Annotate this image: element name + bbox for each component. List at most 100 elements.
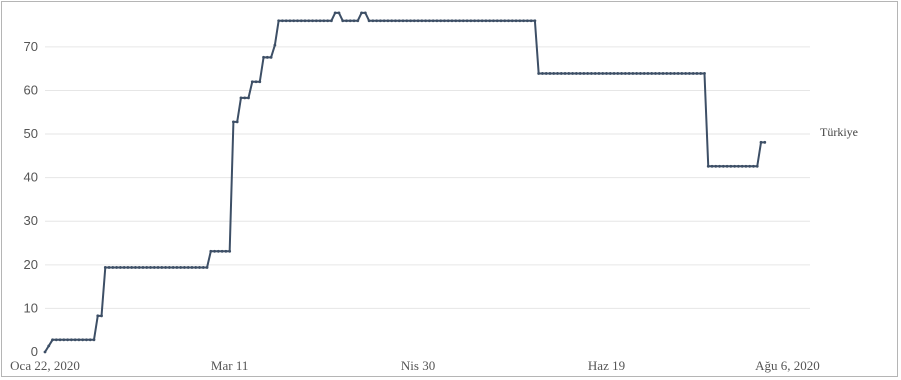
data-point <box>759 140 763 144</box>
y-tick-label-60: 60 <box>24 82 38 97</box>
data-point <box>371 19 375 23</box>
data-point <box>718 164 721 168</box>
data-point <box>333 11 337 15</box>
data-point <box>763 140 767 144</box>
data-point <box>220 249 224 253</box>
data-point <box>458 19 461 23</box>
data-point <box>382 19 386 23</box>
data-point <box>122 266 126 269</box>
data-point <box>54 338 58 342</box>
data-point <box>563 72 567 75</box>
data-point <box>232 120 235 124</box>
data-point <box>235 120 239 124</box>
data-point <box>160 266 164 269</box>
data-point <box>559 72 563 75</box>
data-point <box>397 19 401 23</box>
data-point <box>699 72 703 75</box>
data-point <box>134 266 137 269</box>
data-point <box>130 266 134 269</box>
data-point <box>631 72 635 75</box>
data-point <box>107 266 111 269</box>
data-point <box>590 72 593 75</box>
data-point <box>216 249 220 253</box>
data-point <box>435 19 439 23</box>
data-point <box>431 19 435 23</box>
data-point <box>484 19 488 23</box>
data-point <box>567 72 571 75</box>
data-point <box>88 338 92 342</box>
data-point <box>537 72 541 75</box>
data-point <box>201 266 205 269</box>
data-point <box>650 72 654 75</box>
data-point <box>533 19 537 23</box>
data-point <box>639 72 642 75</box>
data-point <box>405 19 409 23</box>
data-point <box>250 80 254 84</box>
data-point <box>314 19 318 23</box>
data-point <box>544 72 548 75</box>
data-point <box>111 266 115 269</box>
data-point <box>66 338 70 342</box>
data-point <box>514 19 518 23</box>
data-point <box>194 266 198 269</box>
data-point <box>755 164 759 168</box>
data-point <box>145 266 149 269</box>
data-point <box>744 164 748 168</box>
data-point <box>330 19 333 23</box>
data-point <box>367 19 371 23</box>
data-point <box>171 266 175 269</box>
data-point <box>571 72 574 75</box>
data-point <box>356 19 360 23</box>
data-point <box>318 19 322 23</box>
x-axis: Oca 22, 2020 Mar 11 Nis 30 Haz 19 Ağu 6, 202… <box>10 358 820 373</box>
data-point <box>352 19 356 23</box>
data-point <box>269 55 273 59</box>
x-tick-label-4: Ağu 6, 2020 <box>755 358 820 373</box>
series-line-0 <box>44 11 765 353</box>
data-point <box>552 72 556 75</box>
data-point <box>378 19 382 23</box>
data-point <box>582 72 586 75</box>
data-point <box>85 338 88 342</box>
data-point <box>593 72 597 75</box>
data-point <box>657 72 661 75</box>
data-point <box>360 11 363 15</box>
data-point <box>676 72 680 75</box>
data-point <box>209 249 213 253</box>
data-point <box>375 19 379 23</box>
data-point <box>183 266 186 269</box>
data-point <box>115 266 118 269</box>
y-tick-label-30: 30 <box>24 213 38 228</box>
data-point <box>642 72 646 75</box>
data-point <box>190 266 194 269</box>
data-point <box>661 72 665 75</box>
data-point <box>175 266 179 269</box>
data-point <box>578 72 582 75</box>
data-point <box>752 164 755 168</box>
data-point <box>401 19 405 23</box>
data-point <box>574 72 578 75</box>
data-point <box>548 72 552 75</box>
data-point <box>292 19 296 23</box>
data-point <box>390 19 394 23</box>
data-point <box>725 164 729 168</box>
data-point <box>605 72 608 75</box>
data-point <box>556 72 559 75</box>
data-point <box>691 72 695 75</box>
data-point <box>507 19 510 23</box>
data-point <box>409 19 412 23</box>
data-point <box>654 72 657 75</box>
data-point <box>69 338 73 342</box>
x-tick-label-1: Mar 11 <box>211 358 248 373</box>
data-point <box>646 72 650 75</box>
data-point <box>612 72 616 75</box>
data-point <box>635 72 639 75</box>
data-point <box>412 19 416 23</box>
data-point <box>529 19 533 23</box>
data-point <box>616 72 620 75</box>
data-point <box>341 19 345 23</box>
data-point <box>488 19 492 23</box>
series-label-0: Türkiye <box>820 125 858 139</box>
